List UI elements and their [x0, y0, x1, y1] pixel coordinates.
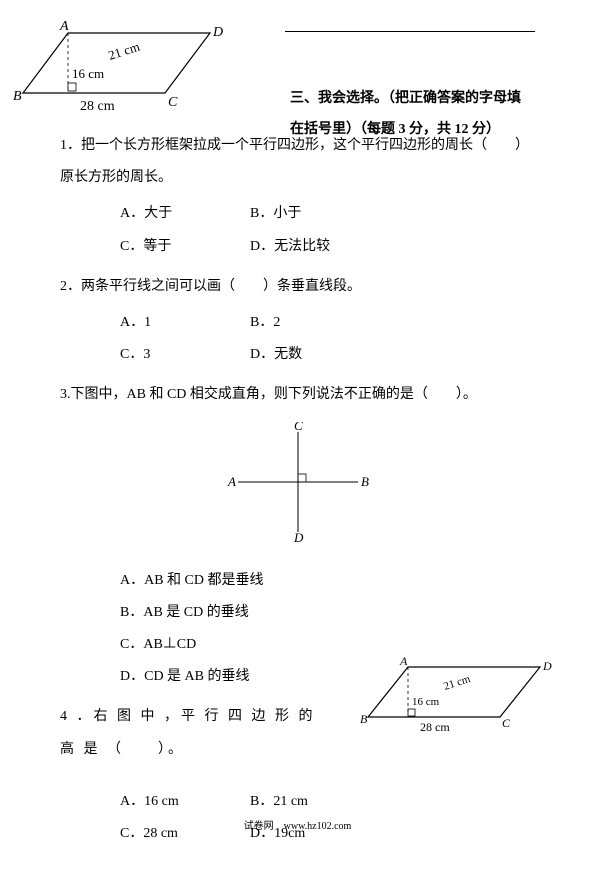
q2-opt-d: D．无数 — [250, 339, 380, 371]
figure-perpendicular: A B C D — [60, 422, 535, 555]
page-footer: 试卷网 www.hz102.com — [0, 817, 595, 832]
q1-options: A．大于 B．小于 C．等于 D．无法比较 — [120, 198, 535, 262]
q1-opt-b: B．小于 — [250, 198, 380, 230]
svg-text:28 cm: 28 cm — [420, 720, 450, 734]
svg-perpendicular: A B C D — [218, 422, 378, 542]
q2-opt-b: B．2 — [250, 307, 380, 339]
q4-opt-b: B．21 cm — [250, 786, 380, 818]
svg-text:D: D — [293, 530, 304, 542]
q2-options: A．1 B．2 C．3 D．无数 — [120, 307, 535, 371]
q1-opt-a: A．大于 — [120, 198, 250, 230]
question-3: 3.下图中，AB 和 CD 相交成直角，则下列说法不正确的是（ ）。 — [60, 379, 535, 411]
figure-parallelogram-q4: A B C D 21 cm 16 cm 28 cm — [360, 655, 560, 750]
svg-text:16 cm: 16 cm — [412, 696, 440, 708]
q4-text: 4 ．右 图 中 ，平 行 四 边 形 的 高 是 （ ）。 — [60, 701, 330, 765]
svg-text:A: A — [399, 655, 408, 668]
svg-parallelogram-q4: A B C D 21 cm 16 cm 28 cm — [360, 655, 560, 745]
svg-text:A: A — [227, 474, 236, 489]
question-2: 2．两条平行线之间可以画（ ）条垂直线段。 — [60, 271, 535, 303]
q2-opt-c: C．3 — [120, 339, 250, 371]
q1-opt-c: C．等于 — [120, 231, 250, 263]
q3-opt-a: A．AB 和 CD 都是垂线 — [120, 565, 535, 597]
q3-opt-b: B．AB 是 CD 的垂线 — [120, 597, 535, 629]
q1-opt-d: D．无法比较 — [250, 231, 380, 263]
svg-text:C: C — [502, 716, 511, 730]
svg-text:B: B — [361, 474, 369, 489]
q2-opt-a: A．1 — [120, 307, 250, 339]
q4-opt-a: A．16 cm — [120, 786, 250, 818]
question-1: 1．把一个长方形框架拉成一个平行四边形，这个平行四边形的周长（ ）原长方形的周长… — [60, 130, 535, 194]
svg-text:21 cm: 21 cm — [442, 673, 472, 693]
svg-text:B: B — [360, 712, 368, 726]
svg-text:C: C — [294, 422, 303, 433]
svg-text:D: D — [542, 659, 552, 673]
